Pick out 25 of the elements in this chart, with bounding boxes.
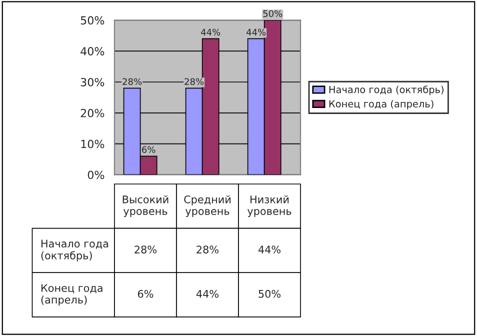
data-label: 44% bbox=[196, 290, 218, 298]
x-tick-label: Средний уровень bbox=[184, 195, 230, 218]
y-tick-label: 50% bbox=[80, 16, 104, 25]
text: Конец года (апрель) bbox=[41, 284, 102, 306]
y-tick-label: 0% bbox=[88, 170, 104, 180]
x-tick-label: Высокий уровень bbox=[122, 195, 168, 218]
y-tick-label: 20% bbox=[80, 108, 104, 118]
data-label: 28% bbox=[196, 246, 218, 254]
legend-label: Начало года (октябрь) bbox=[329, 86, 444, 96]
data-label: 44% bbox=[258, 246, 281, 254]
text: 44% bbox=[246, 28, 266, 36]
data-label: 50% bbox=[258, 290, 281, 298]
text: 28% bbox=[184, 78, 204, 86]
x-tick-label: Низкий уровень bbox=[247, 195, 292, 218]
y-tick-label: 10% bbox=[81, 140, 104, 148]
text: 44% bbox=[201, 28, 220, 36]
text: Начало года (октябрь) bbox=[41, 240, 108, 262]
text: 50% bbox=[263, 10, 282, 18]
text: 6% bbox=[142, 146, 156, 154]
y-tick-label: 30% bbox=[80, 78, 104, 86]
data-label: 28% bbox=[134, 246, 156, 254]
text: 28% bbox=[122, 78, 142, 86]
legend-label: Конец года (апрель) bbox=[329, 100, 434, 110]
data-label: 6% bbox=[138, 290, 154, 298]
y-tick-label: 40% bbox=[80, 47, 104, 56]
